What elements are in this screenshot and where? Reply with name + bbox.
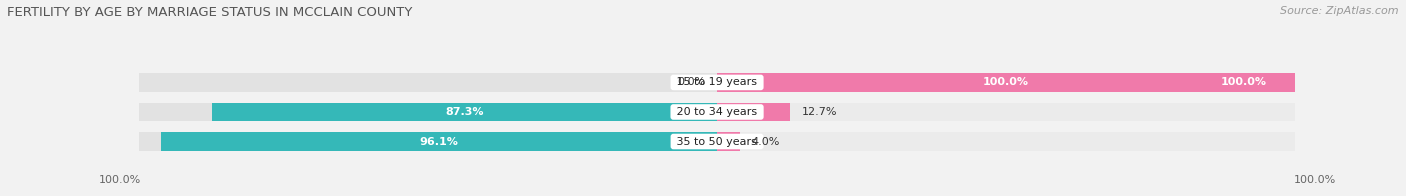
Bar: [162, 132, 717, 151]
Bar: [717, 103, 790, 121]
Text: 100.0%: 100.0%: [983, 77, 1029, 87]
Bar: [717, 73, 1295, 92]
Text: 0.0%: 0.0%: [678, 77, 706, 87]
Text: 20 to 34 years: 20 to 34 years: [673, 107, 761, 117]
Text: 4.0%: 4.0%: [752, 137, 780, 147]
Bar: [139, 132, 717, 151]
Bar: [717, 132, 740, 151]
Text: 12.7%: 12.7%: [801, 107, 838, 117]
Text: 100.0%: 100.0%: [98, 175, 141, 185]
Bar: [139, 103, 717, 121]
Text: Source: ZipAtlas.com: Source: ZipAtlas.com: [1281, 6, 1399, 16]
Bar: [139, 73, 717, 92]
Bar: [212, 103, 717, 121]
Text: 96.1%: 96.1%: [420, 137, 458, 147]
Text: 15 to 19 years: 15 to 19 years: [673, 77, 761, 87]
Text: FERTILITY BY AGE BY MARRIAGE STATUS IN MCCLAIN COUNTY: FERTILITY BY AGE BY MARRIAGE STATUS IN M…: [7, 6, 412, 19]
Text: 35 to 50 years: 35 to 50 years: [673, 137, 761, 147]
Text: 100.0%: 100.0%: [1294, 175, 1336, 185]
Text: 100.0%: 100.0%: [1220, 77, 1267, 87]
Bar: [717, 103, 1295, 121]
Bar: [717, 73, 1295, 92]
Bar: [717, 132, 1295, 151]
Text: 87.3%: 87.3%: [446, 107, 484, 117]
